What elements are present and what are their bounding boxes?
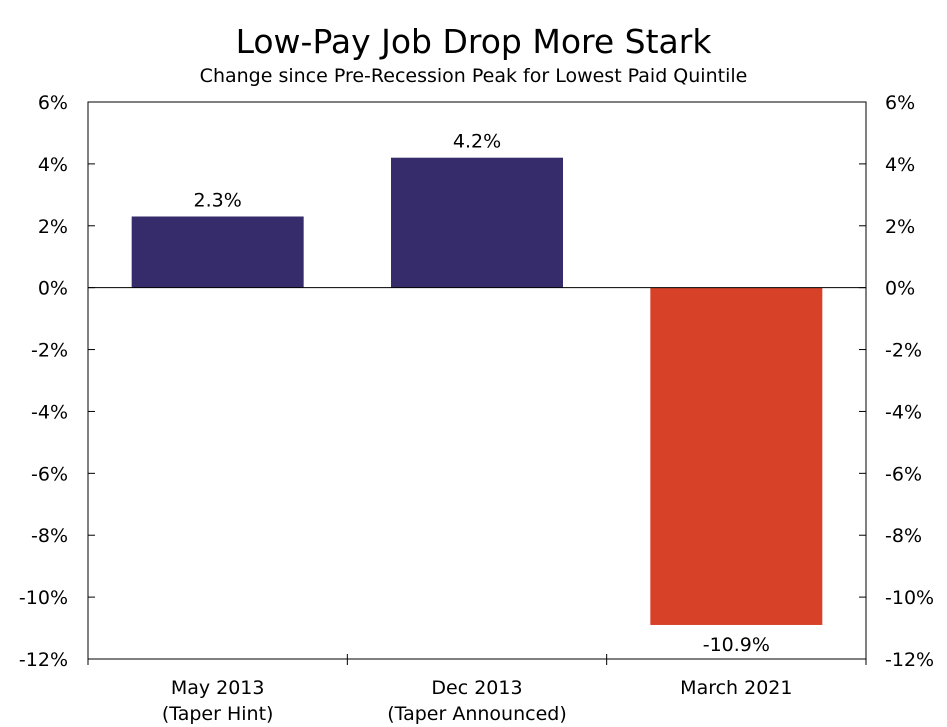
bar xyxy=(650,287,823,625)
y-tick-label-right: -10% xyxy=(885,587,934,609)
x-tick-label-sub: (Taper Announced) xyxy=(387,703,567,725)
y-tick-label-left: -12% xyxy=(19,649,68,671)
y-tick-label-left: 6% xyxy=(38,92,68,114)
y-tick-label-right: 6% xyxy=(885,92,915,114)
data-label: 4.2% xyxy=(453,131,501,153)
left-y-axis: 6% 4% 2% 0% -2% -4% -6% -8% -10% -12% xyxy=(19,92,95,671)
y-tick-label-right: -8% xyxy=(885,525,922,547)
y-tick-label-right: 4% xyxy=(885,154,915,176)
y-tick-label-right: -4% xyxy=(885,401,922,423)
plot-border xyxy=(87,101,867,660)
x-tick-label-sub: (Taper Hint) xyxy=(162,703,274,725)
data-label: 2.3% xyxy=(194,189,242,211)
x-tick-label: May 2013 xyxy=(171,677,265,699)
y-tick-label-left: 0% xyxy=(38,278,68,300)
bar xyxy=(391,157,563,288)
y-tick-label-left: -2% xyxy=(31,340,68,362)
data-labels: 2.3% 4.2% -10.9% xyxy=(194,131,770,656)
y-tick-label-right: -6% xyxy=(885,463,922,485)
right-y-axis: 6% 4% 2% 0% -2% -4% -6% -8% -10% -12% xyxy=(859,92,934,671)
bar xyxy=(131,216,304,288)
y-tick-label-left: -10% xyxy=(19,587,68,609)
bars xyxy=(131,157,823,625)
chart-title: Low-Pay Job Drop More Stark xyxy=(235,22,712,61)
y-tick-label-right: 2% xyxy=(885,216,915,238)
y-tick-label-left: -4% xyxy=(31,401,68,423)
x-axis: May 2013 (Taper Hint) Dec 2013 (Taper Annou… xyxy=(87,654,867,725)
x-tick-label: Dec 2013 xyxy=(431,677,522,699)
data-label: -10.9% xyxy=(703,634,770,656)
y-tick-label-right: -12% xyxy=(885,649,934,671)
y-tick-label-right: 0% xyxy=(885,278,915,300)
chart-subtitle: Change since Pre-Recession Peak for Lowe… xyxy=(199,65,748,87)
y-tick-label-left: 2% xyxy=(38,216,68,238)
x-tick-label: March 2021 xyxy=(680,677,792,699)
y-tick-label-right: -2% xyxy=(885,340,922,362)
plot-frame xyxy=(87,101,867,660)
y-tick-label-left: -6% xyxy=(31,463,68,485)
y-tick-label-left: -8% xyxy=(31,525,68,547)
y-tick-label-left: 4% xyxy=(38,154,68,176)
